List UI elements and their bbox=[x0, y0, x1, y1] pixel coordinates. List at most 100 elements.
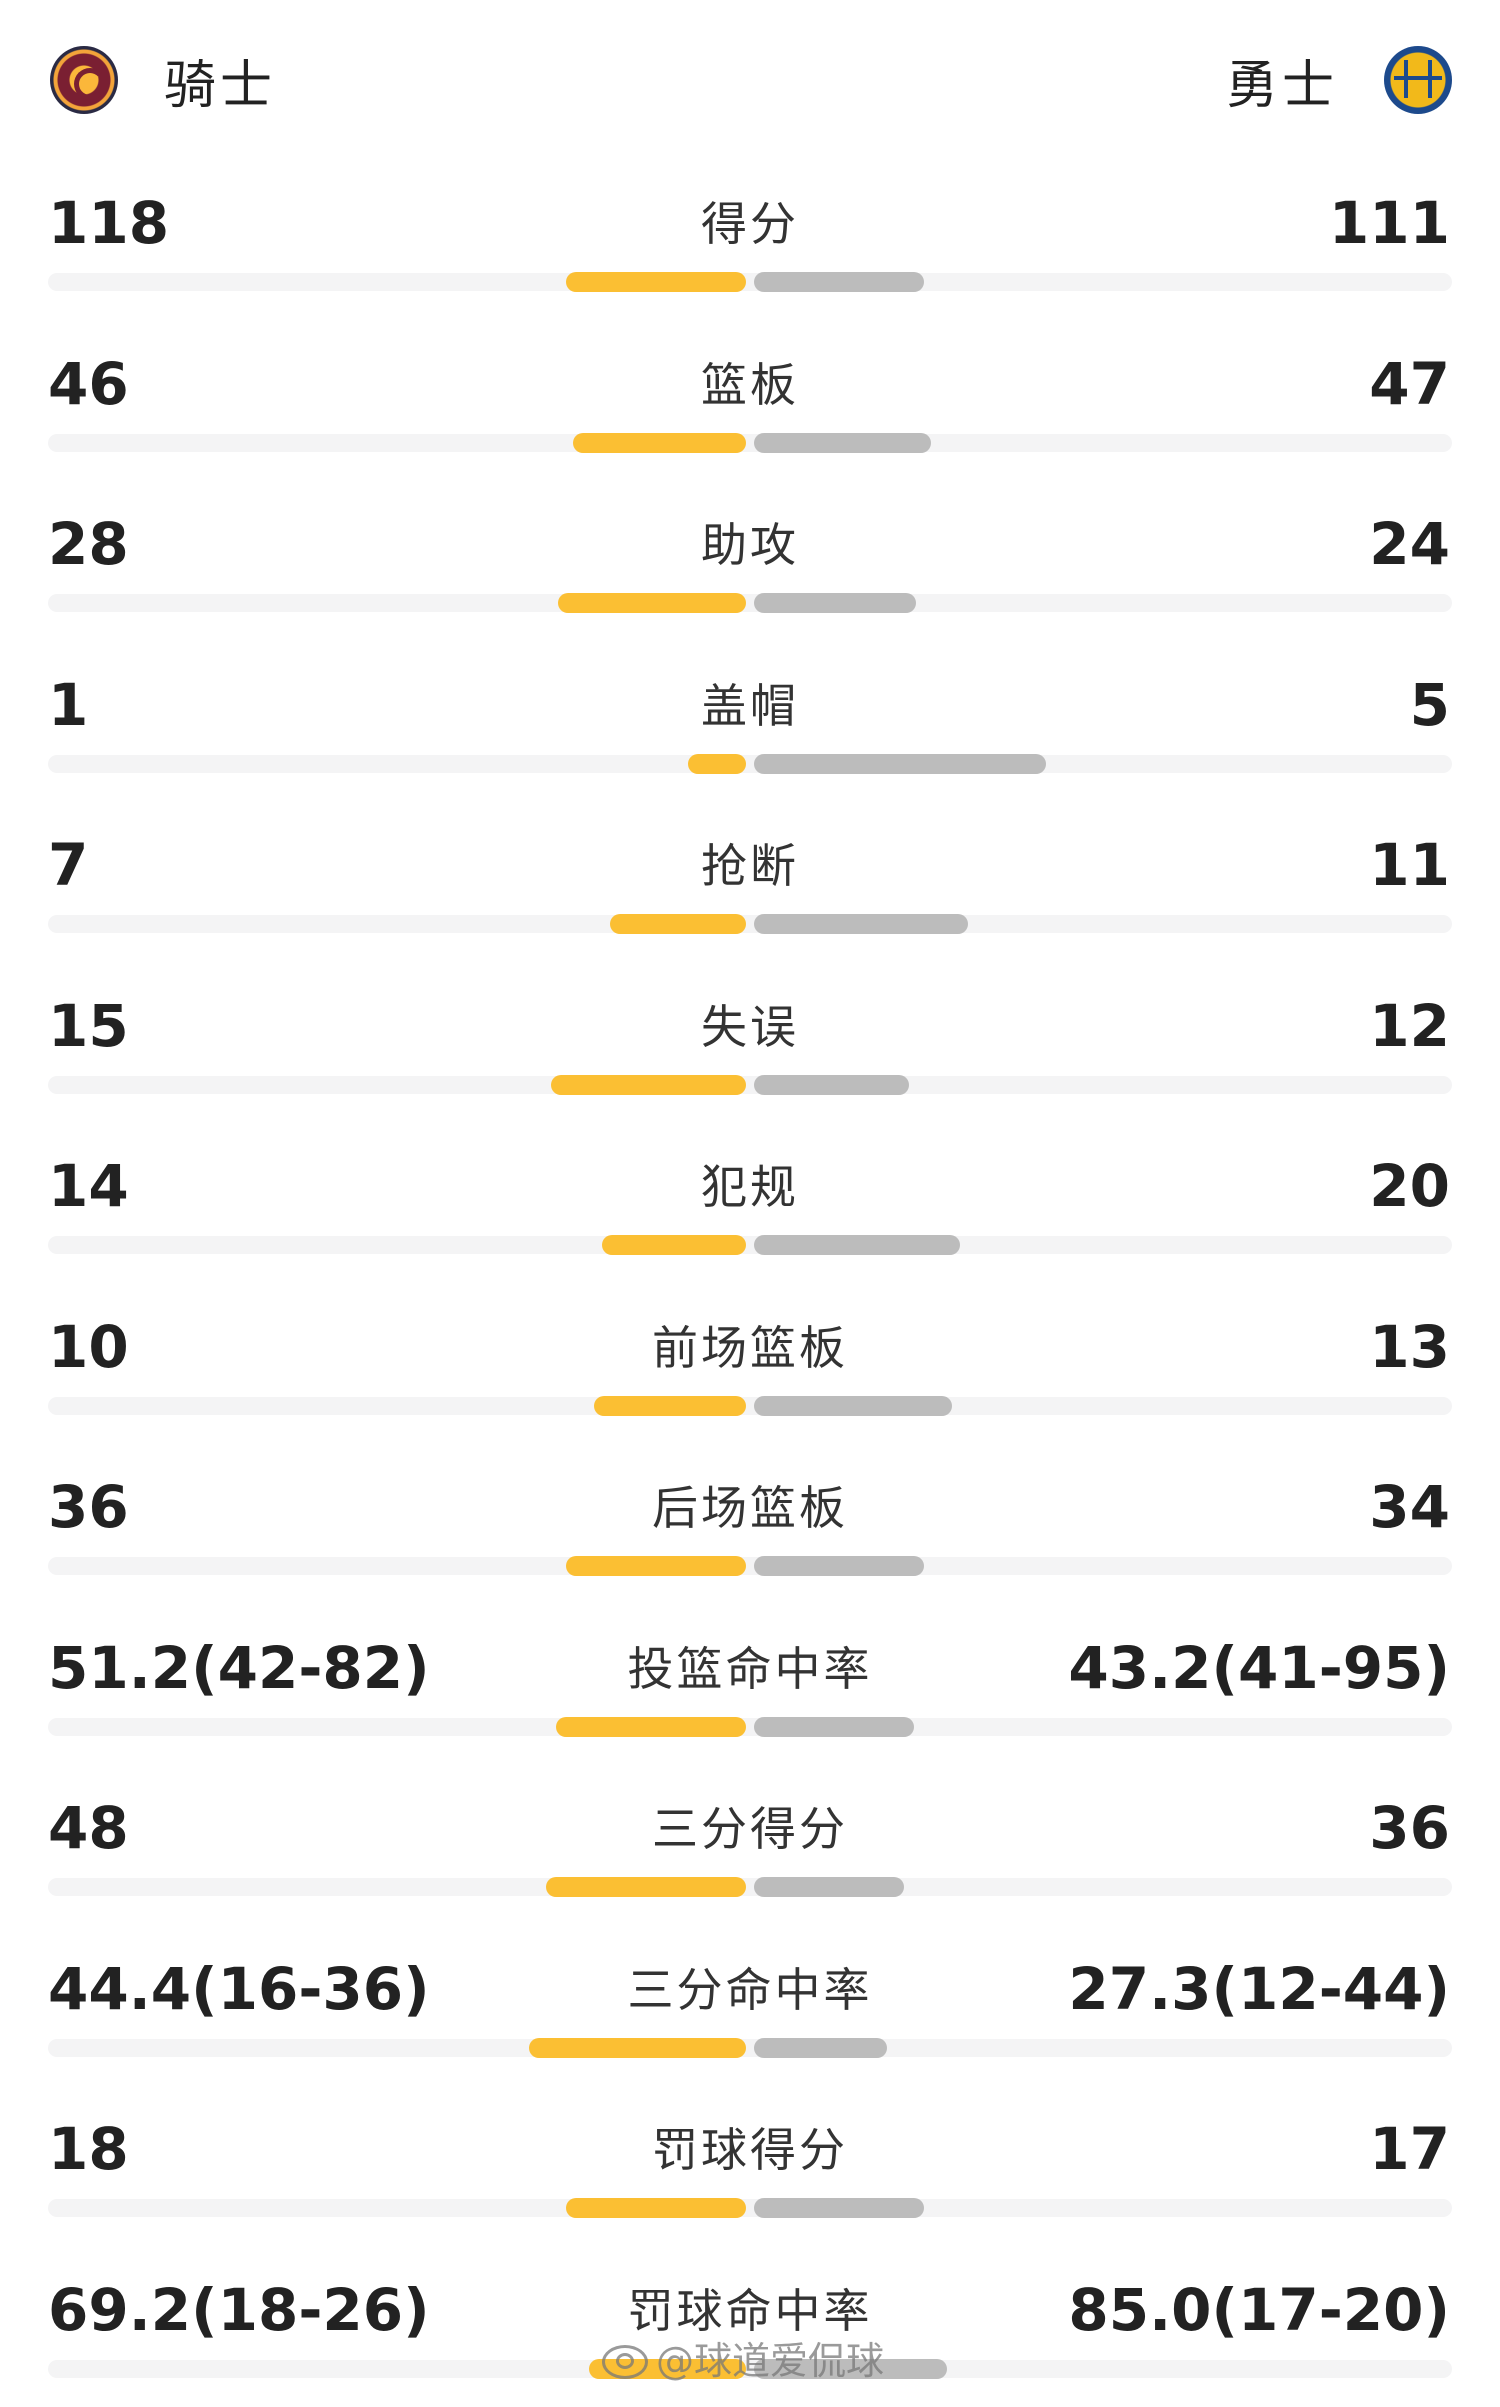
away-stat-bar bbox=[754, 1877, 904, 1897]
away-team-name: 勇士 bbox=[1226, 43, 1338, 118]
stat-label: 盖帽 bbox=[500, 674, 1000, 738]
home-team[interactable]: 骑士 bbox=[50, 40, 276, 120]
away-stat-value: 11 bbox=[1369, 830, 1450, 900]
home-stat-bar bbox=[556, 1717, 746, 1737]
home-stat-bar bbox=[688, 754, 746, 774]
home-stat-value: 15 bbox=[48, 991, 129, 1061]
away-stat-value: 36 bbox=[1369, 1793, 1450, 1863]
home-stat-bar bbox=[566, 2198, 746, 2218]
away-stat-bar bbox=[754, 433, 931, 453]
away-stat-value: 85.0(17-20) bbox=[1068, 2275, 1450, 2345]
stat-bar-track bbox=[48, 1397, 1452, 1415]
away-stat-bar bbox=[754, 1396, 952, 1416]
away-stat-value: 47 bbox=[1369, 349, 1450, 419]
home-stat-bar bbox=[602, 1235, 746, 1255]
stat-label: 失误 bbox=[500, 995, 1000, 1059]
away-stat-value: 43.2(41-95) bbox=[1068, 1633, 1450, 1703]
home-stat-value: 118 bbox=[48, 188, 169, 258]
home-stat-bar bbox=[594, 1396, 746, 1416]
away-stat-bar bbox=[754, 1075, 909, 1095]
watermark-text: @球道爱侃球 bbox=[656, 2330, 884, 2385]
away-stat-bar bbox=[754, 272, 924, 292]
warriors-logo-icon bbox=[1384, 46, 1452, 114]
away-stat-value: 5 bbox=[1410, 670, 1450, 740]
stat-label: 三分得分 bbox=[500, 1797, 1000, 1861]
home-stat-value: 1 bbox=[48, 670, 88, 740]
away-stat-value: 13 bbox=[1369, 1312, 1450, 1382]
home-stat-value: 18 bbox=[48, 2114, 129, 2184]
weibo-icon bbox=[600, 2337, 650, 2377]
away-stat-bar bbox=[754, 1556, 924, 1576]
away-stat-bar bbox=[754, 2198, 924, 2218]
home-stat-bar bbox=[566, 272, 746, 292]
stat-row: 46 篮板 47 bbox=[0, 321, 1500, 482]
away-team[interactable]: 勇士 bbox=[1226, 40, 1452, 120]
home-stat-value: 46 bbox=[48, 349, 129, 419]
home-stat-value: 44.4(16-36) bbox=[48, 1954, 430, 2024]
stat-row: 1 盖帽 5 bbox=[0, 642, 1500, 803]
watermark: @球道爱侃球 bbox=[600, 2332, 884, 2382]
stat-row: 28 助攻 24 bbox=[0, 481, 1500, 642]
stat-bar-track bbox=[48, 1718, 1452, 1736]
home-stat-value: 69.2(18-26) bbox=[48, 2275, 430, 2345]
stat-row: 118 得分 111 bbox=[0, 160, 1500, 321]
home-stat-value: 48 bbox=[48, 1793, 129, 1863]
home-stat-value: 51.2(42-82) bbox=[48, 1633, 430, 1703]
stat-label: 犯规 bbox=[500, 1155, 1000, 1219]
stat-bar-track bbox=[48, 1878, 1452, 1896]
stat-row: 44.4(16-36) 三分命中率 27.3(12-44) bbox=[0, 1926, 1500, 2087]
away-stat-value: 20 bbox=[1369, 1151, 1450, 1221]
away-stat-bar bbox=[754, 593, 916, 613]
stat-bar-track bbox=[48, 2039, 1452, 2057]
stat-label: 抢断 bbox=[500, 834, 1000, 898]
stat-row: 7 抢断 11 bbox=[0, 802, 1500, 963]
stat-label: 罚球得分 bbox=[500, 2118, 1000, 2182]
stat-label: 投篮命中率 bbox=[500, 1637, 1000, 1701]
stat-label: 前场篮板 bbox=[500, 1316, 1000, 1380]
away-stat-value: 27.3(12-44) bbox=[1068, 1954, 1450, 2024]
team-header: 骑士 勇士 bbox=[0, 0, 1500, 160]
away-stat-bar bbox=[754, 914, 968, 934]
away-stat-value: 111 bbox=[1329, 188, 1450, 258]
cavaliers-logo-icon bbox=[50, 46, 118, 114]
away-stat-value: 24 bbox=[1369, 509, 1450, 579]
home-team-name: 骑士 bbox=[164, 43, 276, 118]
home-stat-bar bbox=[546, 1877, 746, 1897]
stat-row: 51.2(42-82) 投篮命中率 43.2(41-95) bbox=[0, 1605, 1500, 1766]
away-stat-value: 17 bbox=[1369, 2114, 1450, 2184]
away-stat-bar bbox=[754, 754, 1046, 774]
stat-row: 14 犯规 20 bbox=[0, 1123, 1500, 1284]
stat-bar-track bbox=[48, 1557, 1452, 1575]
stat-bar-track bbox=[48, 1076, 1452, 1094]
stat-label: 三分命中率 bbox=[500, 1958, 1000, 2022]
stat-bar-track bbox=[48, 2199, 1452, 2217]
home-stat-value: 14 bbox=[48, 1151, 129, 1221]
stat-row: 10 前场篮板 13 bbox=[0, 1284, 1500, 1445]
stat-row: 18 罚球得分 17 bbox=[0, 2086, 1500, 2247]
home-stat-bar bbox=[558, 593, 746, 613]
home-stat-value: 36 bbox=[48, 1472, 129, 1542]
away-stat-value: 12 bbox=[1369, 991, 1450, 1061]
home-stat-value: 28 bbox=[48, 509, 129, 579]
stat-bar-track bbox=[48, 1236, 1452, 1254]
stat-bar-track bbox=[48, 915, 1452, 933]
stat-label: 得分 bbox=[500, 192, 1000, 256]
away-stat-bar bbox=[754, 2038, 887, 2058]
home-stat-bar bbox=[551, 1075, 746, 1095]
home-stat-bar bbox=[610, 914, 746, 934]
stat-label: 篮板 bbox=[500, 353, 1000, 417]
stat-row: 48 三分得分 36 bbox=[0, 1765, 1500, 1926]
away-stat-bar bbox=[754, 1235, 960, 1255]
home-stat-value: 10 bbox=[48, 1312, 129, 1382]
stat-label: 助攻 bbox=[500, 513, 1000, 577]
home-stat-bar bbox=[566, 1556, 746, 1576]
away-stat-bar bbox=[754, 1717, 914, 1737]
away-stat-value: 34 bbox=[1369, 1472, 1450, 1542]
home-stat-value: 7 bbox=[48, 830, 88, 900]
stat-bar-track bbox=[48, 594, 1452, 612]
home-stat-bar bbox=[573, 433, 746, 453]
stat-bar-track bbox=[48, 273, 1452, 291]
stats-comparison-list: 118 得分 111 46 篮板 47 28 助攻 24 1 盖帽 5 7 抢断 11 15 失误 12 14 犯规 2… bbox=[0, 160, 1500, 2407]
stat-row: 15 失误 12 bbox=[0, 963, 1500, 1124]
